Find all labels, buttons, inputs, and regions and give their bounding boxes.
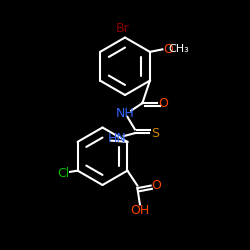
Text: S: S <box>152 127 160 140</box>
Text: O: O <box>163 43 173 56</box>
Text: OH: OH <box>130 204 150 217</box>
Text: O: O <box>158 96 168 110</box>
Text: NH: NH <box>116 106 134 120</box>
Text: HN: HN <box>108 132 127 144</box>
Text: Cl: Cl <box>58 166 70 179</box>
Text: Br: Br <box>116 22 130 35</box>
Text: CH₃: CH₃ <box>168 44 189 54</box>
Text: O: O <box>152 179 162 192</box>
